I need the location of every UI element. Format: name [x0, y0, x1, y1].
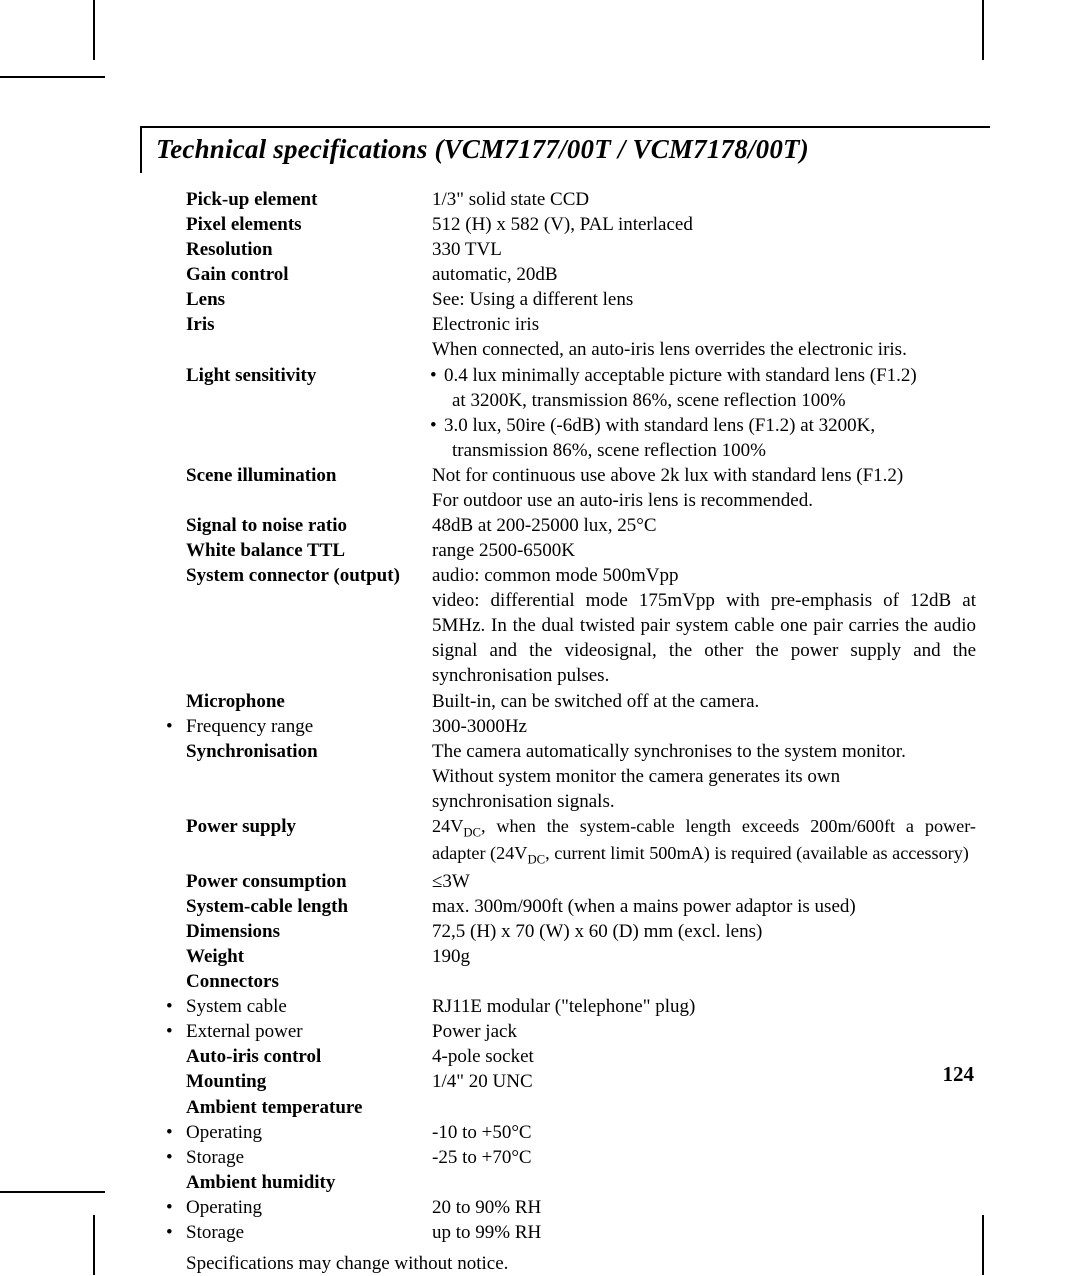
spec-row: Signal to noise ratio 48dB at 200-25000 …: [186, 513, 976, 538]
spec-value: 72,5 (H) x 70 (W) x 60 (D) mm (excl. len…: [432, 919, 976, 944]
spec-row: Connectors: [186, 969, 976, 994]
spec-value: max. 300m/900ft (when a mains power adap…: [432, 894, 976, 919]
spec-row: •Frequency range 300-3000Hz: [186, 714, 976, 739]
crop-mark: [93, 0, 95, 60]
spec-row: Scene illumination Not for continuous us…: [186, 463, 976, 513]
spec-row: •Operating -10 to +50°C: [186, 1120, 976, 1145]
spec-value: -25 to +70°C: [432, 1145, 976, 1170]
spec-value: Power jack: [432, 1019, 976, 1044]
spec-label: Ambient temperature: [186, 1095, 432, 1120]
spec-label: Connectors: [186, 969, 432, 994]
spec-value: audio: common mode 500mVpp video: differ…: [432, 563, 976, 688]
spec-label: Auto-iris control: [186, 1044, 432, 1069]
spec-value: Built-in, can be switched off at the cam…: [432, 689, 976, 714]
page-content: Technical specifications (VCM7177/00T / …: [138, 126, 990, 1276]
spec-label: Pick-up element: [186, 187, 432, 212]
spec-value: range 2500-6500K: [432, 538, 976, 563]
spec-label: Microphone: [186, 689, 432, 714]
spec-value: 190g: [432, 944, 976, 969]
spec-row: Power consumption ≤3W: [186, 869, 976, 894]
spec-label: System-cable length: [186, 894, 432, 919]
spec-value: See: Using a different lens: [432, 287, 976, 312]
page-title: Technical specifications (VCM7177/00T / …: [156, 134, 990, 165]
spec-label: Pixel elements: [186, 212, 432, 237]
spec-label: Gain control: [186, 262, 432, 287]
spec-value: RJ11E modular ("telephone" plug): [432, 994, 976, 1019]
spec-row: Ambient humidity: [186, 1170, 976, 1195]
spec-row: Mounting 1/4" 20 UNC: [186, 1069, 976, 1094]
spec-row: White balance TTL range 2500-6500K: [186, 538, 976, 563]
spec-label: System connector (output): [186, 563, 432, 588]
spec-value: automatic, 20dB: [432, 262, 976, 287]
spec-label: •Frequency range: [186, 714, 432, 739]
crop-mark: [0, 76, 105, 78]
spec-row: Light sensitivity •0.4 lux minimally acc…: [186, 363, 976, 463]
crop-mark: [0, 1191, 105, 1193]
spec-row: Iris Electronic iris When connected, an …: [186, 312, 976, 362]
spec-label: •Storage: [186, 1220, 432, 1245]
spec-label: •External power: [186, 1019, 432, 1044]
spec-value: The camera automatically synchronises to…: [432, 739, 976, 814]
spec-label: White balance TTL: [186, 538, 432, 563]
spec-label: •System cable: [186, 994, 432, 1019]
spec-label: Signal to noise ratio: [186, 513, 432, 538]
spec-label: Resolution: [186, 237, 432, 262]
spec-label: Scene illumination: [186, 463, 432, 488]
spec-value: 20 to 90% RH: [432, 1195, 976, 1220]
footnote: Specifications may change without notice…: [186, 1251, 976, 1276]
spec-value: up to 99% RH: [432, 1220, 976, 1245]
spec-label: Dimensions: [186, 919, 432, 944]
spec-label: •Operating: [186, 1195, 432, 1220]
spec-row: Gain control automatic, 20dB: [186, 262, 976, 287]
spec-value: ≤3W: [432, 869, 976, 894]
spec-value: 24VDC, when the system-cable length exce…: [432, 814, 976, 869]
spec-row: •External power Power jack: [186, 1019, 976, 1044]
spec-label: Iris: [186, 312, 432, 337]
spec-label: Weight: [186, 944, 432, 969]
spec-row: •Storage up to 99% RH: [186, 1220, 976, 1245]
spec-value: 48dB at 200-25000 lux, 25°C: [432, 513, 976, 538]
spec-row: •System cable RJ11E modular ("telephone"…: [186, 994, 976, 1019]
spec-row: Pixel elements 512 (H) x 582 (V), PAL in…: [186, 212, 976, 237]
spec-row: Synchronisation The camera automatically…: [186, 739, 976, 814]
spec-row: Lens See: Using a different lens: [186, 287, 976, 312]
spec-row: Dimensions 72,5 (H) x 70 (W) x 60 (D) mm…: [186, 919, 976, 944]
title-box: Technical specifications (VCM7177/00T / …: [140, 128, 990, 173]
spec-row: Auto-iris control 4-pole socket: [186, 1044, 976, 1069]
spec-label: Synchronisation: [186, 739, 432, 764]
spec-row: Resolution 330 TVL: [186, 237, 976, 262]
spec-row: Ambient temperature: [186, 1095, 976, 1120]
spec-value: Electronic iris When connected, an auto-…: [432, 312, 976, 362]
spec-row: Microphone Built-in, can be switched off…: [186, 689, 976, 714]
spec-value: 4-pole socket: [432, 1044, 976, 1069]
spec-label: Power supply: [186, 814, 432, 839]
spec-row: •Storage -25 to +70°C: [186, 1145, 976, 1170]
spec-label: Light sensitivity: [186, 363, 432, 388]
spec-row: Weight 190g: [186, 944, 976, 969]
spec-value: 1/3" solid state CCD: [432, 187, 976, 212]
spec-value: 300-3000Hz: [432, 714, 976, 739]
spec-value: 512 (H) x 582 (V), PAL interlaced: [432, 212, 976, 237]
spec-row: Power supply 24VDC, when the system-cabl…: [186, 814, 976, 869]
spec-label: Mounting: [186, 1069, 432, 1094]
spec-row: Pick-up element 1/3" solid state CCD: [186, 187, 976, 212]
spec-label: Ambient humidity: [186, 1170, 432, 1195]
spec-label: •Operating: [186, 1120, 432, 1145]
spec-value: •0.4 lux minimally acceptable picture wi…: [432, 363, 976, 463]
crop-mark: [982, 0, 984, 60]
page-number: 124: [943, 1062, 975, 1087]
spec-value: 330 TVL: [432, 237, 976, 262]
spec-row: System-cable length max. 300m/900ft (whe…: [186, 894, 976, 919]
spec-row: •Operating 20 to 90% RH: [186, 1195, 976, 1220]
spec-value: Not for continuous use above 2k lux with…: [432, 463, 976, 513]
spec-table: Pick-up element 1/3" solid state CCD Pix…: [186, 187, 976, 1276]
crop-mark: [93, 1215, 95, 1275]
spec-value: -10 to +50°C: [432, 1120, 976, 1145]
spec-row: System connector (output) audio: common …: [186, 563, 976, 688]
spec-label: Power consumption: [186, 869, 432, 894]
spec-value: 1/4" 20 UNC: [432, 1069, 976, 1094]
spec-label: Lens: [186, 287, 432, 312]
spec-label: •Storage: [186, 1145, 432, 1170]
